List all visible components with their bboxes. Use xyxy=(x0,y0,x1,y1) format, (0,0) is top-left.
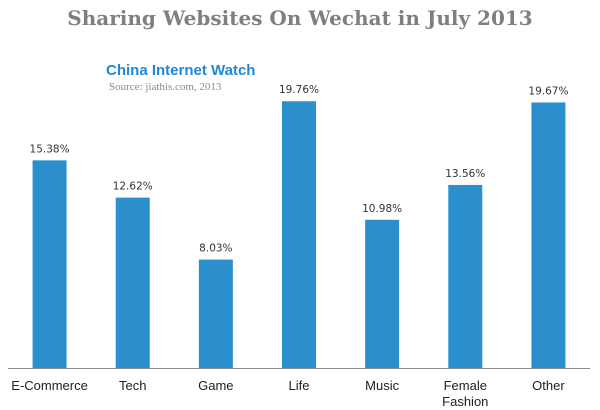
x-tick-label: Music xyxy=(365,378,399,393)
bar xyxy=(531,102,566,368)
x-tick-label-line: Other xyxy=(532,378,565,393)
brand-label: China Internet Watch xyxy=(106,62,256,79)
x-tick-label: Life xyxy=(289,378,310,393)
bar xyxy=(32,160,67,368)
x-tick-label: Female Fashion xyxy=(442,378,488,409)
bar xyxy=(448,184,483,368)
x-tick-label-line: Music xyxy=(365,378,399,393)
x-tick-label-line: E-Commerce xyxy=(11,378,88,393)
x-tick-label-line: Tech xyxy=(119,378,146,393)
bar xyxy=(115,197,150,368)
bar xyxy=(198,259,233,368)
data-label: 12.62% xyxy=(113,181,153,193)
x-tick-label: Tech xyxy=(119,378,146,393)
source-note: Source: jiathis.com, 2013 xyxy=(109,81,222,93)
x-tick-label-line: Life xyxy=(289,378,310,393)
data-label: 13.56% xyxy=(445,168,485,180)
x-tick-label: Game xyxy=(198,378,233,393)
data-label: 19.67% xyxy=(528,85,568,97)
data-label: 8.03% xyxy=(199,243,232,255)
data-label: 19.76% xyxy=(279,84,319,96)
data-label: 10.98% xyxy=(362,203,402,215)
chart-title: Sharing Websites On Wechat in July 2013 xyxy=(67,6,533,30)
x-tick-label: Other xyxy=(532,378,565,393)
data-label: 15.38% xyxy=(30,143,70,155)
bar xyxy=(365,219,400,368)
x-tick-label-line: Female xyxy=(444,378,487,393)
x-tick-label: E-Commerce xyxy=(11,378,88,393)
x-tick-label-line: Fashion xyxy=(442,394,488,409)
x-tick-label-line: Game xyxy=(198,378,233,393)
bar xyxy=(282,101,316,369)
